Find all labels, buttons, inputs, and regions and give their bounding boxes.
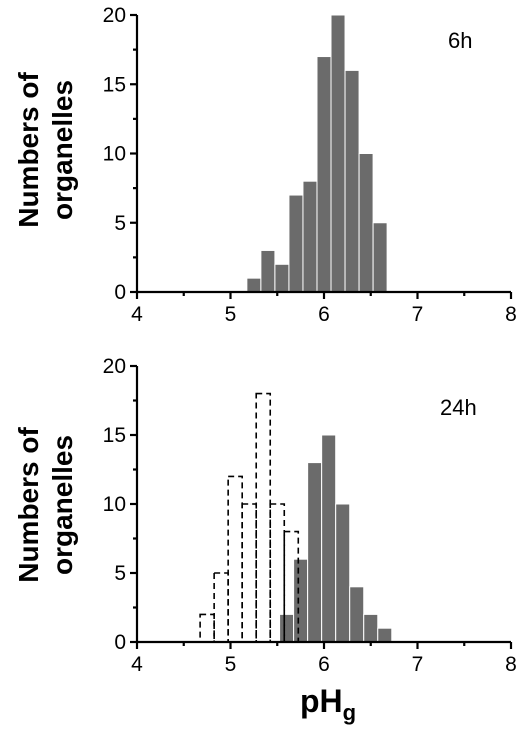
y-axis-label-line2: organelles [47,80,78,220]
axes-group: 0 5 10 15 20 4 5 6 7 8 [103,355,517,676]
bar-solid [372,222,388,293]
x-axis-label-main: pH [300,683,343,719]
x-tick-label: 8 [505,303,517,326]
x-tick-label: 7 [412,653,424,676]
y-tick-label: 15 [103,73,126,96]
bar-solid [377,627,393,643]
bar-dashed [213,572,229,643]
x-tick-label: 7 [412,303,424,326]
bar-solid [349,586,365,643]
bar-dashed [199,613,215,643]
histogram-panel-6h: Numbers of organelles 6h 0 5 10 15 20 4 5 6 7 8 [13,4,517,326]
y-axis-label-line1: Numbers of [13,427,44,583]
panel-label-6h: 6h [448,28,472,53]
bar-dashed [227,475,243,643]
bar-solid [274,263,290,293]
bar-dashed [255,392,272,643]
y-tick-label: 0 [114,631,126,654]
y-axis-label-line2: organelles [47,435,78,575]
bar-solid [344,69,360,293]
bar-solid [302,180,318,293]
bar-solid [316,56,332,293]
bar-solid [246,277,262,293]
bar-solid [363,613,379,643]
x-tick-label: 4 [131,303,143,326]
bars-group [199,392,393,643]
y-axis-label-line1: Numbers of [13,72,44,228]
x-axis-label: pHg [300,683,356,725]
bar-solid [321,434,337,643]
x-tick-label: 5 [225,303,237,326]
y-tick-label: 15 [103,424,126,447]
y-tick-label: 5 [114,562,126,585]
x-tick-label: 6 [318,303,330,326]
bar-solid [279,613,295,643]
x-tick-label: 6 [318,653,330,676]
bar-solid [307,462,323,643]
bars-group [246,14,388,293]
bar-dashed [269,503,286,643]
bar-solid [293,558,309,643]
y-tick-label: 20 [103,355,126,378]
bar-dashed [241,503,258,643]
bar-solid [288,194,304,293]
x-tick-label: 4 [131,653,143,676]
bar-solid [358,153,374,293]
bar-solid [260,249,276,293]
y-tick-label: 5 [114,212,126,235]
bar-solid [330,14,346,293]
bar-solid [335,503,351,643]
y-tick-label: 20 [103,4,126,27]
panel-label-24h: 24h [440,395,477,420]
x-tick-label: 8 [505,653,517,676]
x-axis-label-subscript: g [343,700,356,725]
x-tick-label: 5 [225,653,237,676]
axes-group: 0 5 10 15 20 4 5 6 7 8 [103,4,517,326]
y-tick-label: 0 [114,281,126,304]
y-tick-label: 10 [103,493,126,516]
y-tick-label: 10 [103,143,126,166]
